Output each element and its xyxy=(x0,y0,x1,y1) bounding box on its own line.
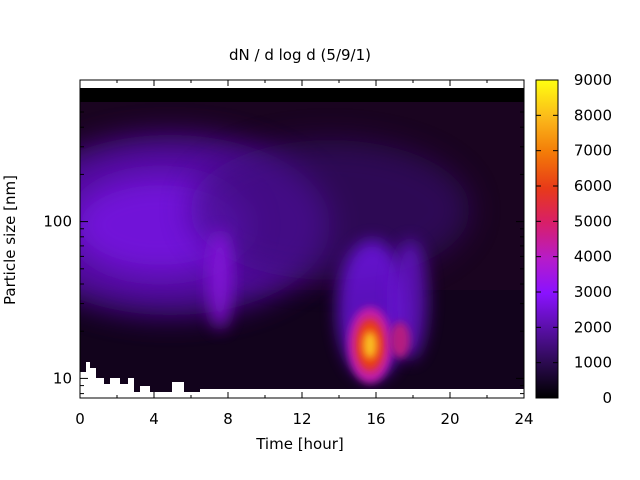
colorbar-tick-label: 4000 xyxy=(574,248,612,266)
colorbar-tick-label: 9000 xyxy=(574,71,612,89)
colorbar-axis: 0 1000 2000 3000 4000 5000 6000 7000 8000 9000 xyxy=(536,71,612,407)
x-axis: 0 4 8 12 16 20 24 xyxy=(75,80,534,428)
colorbar xyxy=(535,79,559,399)
x-axis-label: Time [hour] xyxy=(255,435,344,453)
colorbar-tick-label: 7000 xyxy=(574,142,612,160)
x-tick-label: 4 xyxy=(149,410,159,428)
y-tick-label: 100 xyxy=(43,213,72,231)
x-tick-label: 20 xyxy=(440,410,459,428)
x-tick-label: 12 xyxy=(292,410,311,428)
x-tick-label: 24 xyxy=(514,410,533,428)
chart-title: dN / d log d (5/9/1) xyxy=(229,46,371,64)
burst-peak xyxy=(363,331,377,359)
y-axis: 10 100 xyxy=(43,79,524,395)
y-tick-label: 10 xyxy=(53,369,72,387)
colorbar-tick-label: 1000 xyxy=(574,354,612,372)
x-tick-label: 0 xyxy=(75,410,85,428)
y-axis-label: Particle size [nm] xyxy=(1,175,19,305)
secondary-burst xyxy=(390,322,410,358)
colorbar-tick-label: 8000 xyxy=(574,106,612,124)
mid-day-haze xyxy=(190,140,470,280)
colorbar-tick-label: 5000 xyxy=(574,212,612,230)
x-tick-label: 8 xyxy=(223,410,233,428)
colorbar-tick-label: 3000 xyxy=(574,283,612,301)
low-size-white-gaps xyxy=(80,362,524,392)
hour7-plume xyxy=(208,230,232,330)
colorbar-tick-label: 6000 xyxy=(574,177,612,195)
colorbar-tick-label: 0 xyxy=(602,389,612,407)
x-tick-label: 16 xyxy=(366,410,385,428)
heatmap-image xyxy=(80,88,524,392)
colorbar-tick-label: 2000 xyxy=(574,318,612,336)
top-dark-band xyxy=(80,88,524,102)
